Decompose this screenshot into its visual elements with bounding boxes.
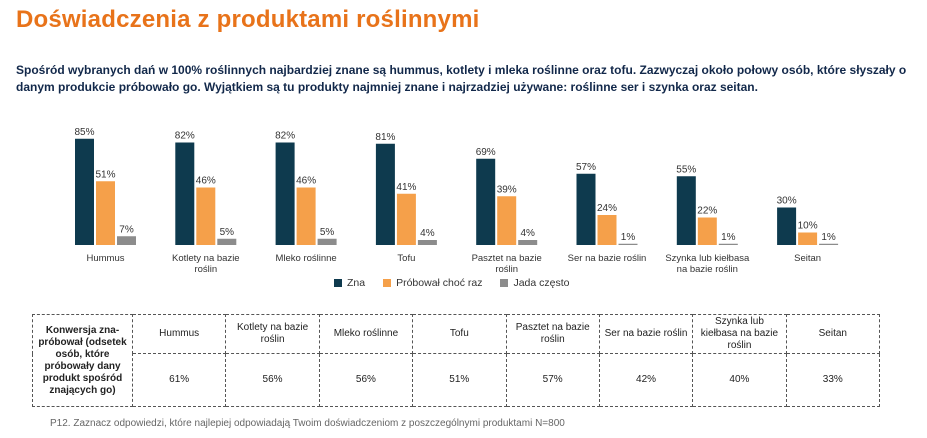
legend-label-zna: Zna	[347, 277, 366, 289]
table-cell-product: Kotlety na bazie roślin	[225, 314, 320, 354]
bar-value-label: 24%	[597, 203, 617, 214]
bar-value-label: 4%	[520, 228, 535, 239]
table-cell-value: 56%	[225, 353, 320, 407]
legend-item-probowal: Próbował choć raz	[383, 277, 482, 289]
bar-value-label: 10%	[798, 221, 818, 232]
conversion-table: Konwersja zna-próbował (odsetek osób, kt…	[32, 314, 881, 407]
table-header-label: Konwersja zna-próbował (odsetek osób, kt…	[32, 314, 133, 407]
bar-probowal	[196, 187, 216, 245]
bar-value-label: 30%	[777, 196, 797, 207]
category-label: Mleko roślinne	[275, 253, 336, 264]
bar-probowal	[597, 215, 617, 245]
bar-value-label: 5%	[320, 227, 335, 238]
bar-probowal	[697, 217, 717, 245]
bar-value-label: 57%	[576, 162, 596, 173]
footnote: P12. Zaznacz odpowiedzi, które najlepiej…	[50, 418, 565, 429]
legend-item-zna: Zna	[334, 277, 365, 289]
bar-value-label: 1%	[621, 232, 636, 243]
legend-item-jada: Jada często	[500, 277, 570, 289]
category-label: Szynka lub kiełbasa	[665, 253, 750, 264]
category-label: Kotlety na bazie	[172, 253, 240, 264]
category-label: roślin	[194, 264, 217, 275]
table-row-values: 61% 56% 56% 51% 57% 42% 40% 33%	[33, 353, 881, 407]
bar-value-label: 5%	[220, 227, 235, 238]
bar-jada	[518, 240, 538, 245]
bar-value-label: 46%	[296, 176, 316, 187]
bar-jada	[117, 236, 136, 245]
bar-jada	[317, 238, 337, 245]
table-cell-product: Pasztet na bazie roślin	[505, 314, 600, 354]
bar-value-label: 7%	[119, 224, 134, 235]
category-label: roślin	[495, 264, 518, 275]
bar-zna	[375, 143, 395, 245]
bar-probowal	[798, 232, 818, 245]
table-row-products: Konwersja zna-próbował (odsetek osób, kt…	[32, 314, 881, 407]
bar-zna	[275, 142, 295, 245]
bar-zna	[676, 176, 696, 245]
bar-probowal	[497, 196, 517, 245]
legend-swatch-probowal	[383, 279, 392, 287]
bar-value-label: 46%	[196, 176, 216, 187]
table-cell-value: 56%	[318, 353, 414, 407]
category-label: Hummus	[86, 253, 124, 264]
legend-label-jada: Jada często	[513, 277, 570, 289]
table-cell-value: 33%	[785, 353, 881, 407]
bar-value-label: 85%	[74, 127, 94, 138]
bar-zna	[576, 173, 596, 245]
bar-value-label: 1%	[721, 232, 736, 243]
bar-zna	[777, 207, 797, 245]
bar-probowal	[296, 187, 316, 245]
category-label: Pasztet na bazie	[472, 253, 542, 264]
category-label: na bazie roślin	[677, 264, 738, 275]
table-cell-value: 51%	[412, 353, 507, 407]
legend-swatch-zna	[334, 279, 342, 287]
bar-jada	[417, 240, 437, 245]
bar-value-label: 1%	[821, 232, 836, 243]
category-label: Seitan	[794, 253, 821, 264]
table-cell-product: Ser na bazie roślin	[598, 314, 694, 354]
legend-label-probowal: Próbował choć raz	[396, 277, 483, 289]
bar-value-label: 82%	[175, 131, 195, 142]
bar-value-label: 22%	[697, 206, 717, 217]
bar-value-label: 39%	[497, 184, 517, 195]
table-cell-product: Mleko roślinne	[318, 314, 414, 354]
bar-jada	[618, 243, 638, 245]
legend-swatch-jada	[500, 279, 509, 287]
table-cell-value: 61%	[131, 353, 227, 407]
table-cell-product: Hummus	[131, 314, 227, 354]
bar-value-label: 55%	[676, 164, 696, 175]
table-cell-value: 42%	[598, 353, 694, 407]
table-cell-product: Seitan	[785, 314, 881, 354]
bar-probowal	[396, 193, 416, 245]
bar-value-label: 4%	[420, 228, 435, 239]
chart-legend: Zna Próbował choć raz Jada często	[334, 277, 570, 289]
bar-value-label: 82%	[275, 131, 295, 142]
page-title: Doświadczenia z produktami roślinnymi	[16, 6, 480, 33]
bar-zna	[476, 158, 496, 245]
bar-zna	[75, 138, 94, 245]
bar-value-label: 81%	[375, 132, 395, 143]
category-label: Tofu	[397, 253, 415, 264]
bar-value-label: 51%	[95, 169, 115, 180]
table-cell-product: Szynka lub kiełbasa na bazie roślin	[692, 314, 787, 354]
bar-zna	[175, 142, 195, 245]
category-label: Ser na bazie roślin	[568, 253, 647, 264]
bar-value-label: 69%	[476, 147, 496, 158]
bar-probowal	[96, 181, 115, 245]
bar-jada	[718, 243, 738, 245]
table-cell-value: 40%	[692, 353, 787, 407]
page-subtitle: Spośród wybranych dań w 100% roślinnych …	[16, 63, 907, 94]
bar-jada	[217, 238, 237, 245]
bar-jada	[819, 243, 839, 245]
table-cell-value: 57%	[505, 353, 600, 407]
bar-value-label: 41%	[396, 182, 416, 193]
table-cell-product: Tofu	[412, 314, 507, 354]
